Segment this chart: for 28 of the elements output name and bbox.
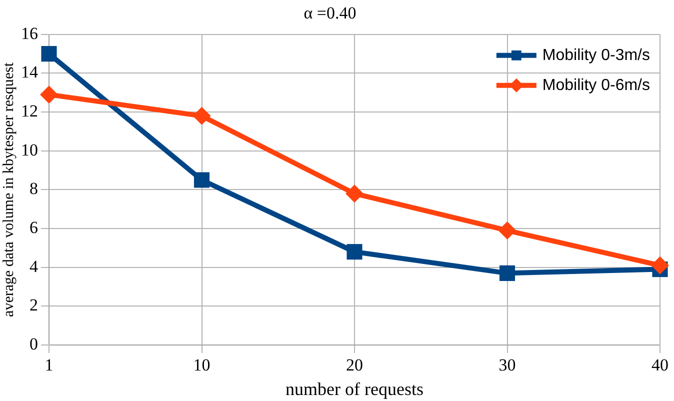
y-tick-label: 10	[21, 140, 38, 160]
legend-label: Mobility 0-6m/s	[542, 76, 650, 94]
y-axis-title: average data volume in kbytesper resquest	[0, 62, 17, 317]
x-tick-label: 20	[346, 356, 363, 375]
legend-label: Mobility 0-3m/s	[542, 46, 650, 64]
y-tick-label: 6	[30, 218, 38, 237]
chart-title: α =0.40	[304, 4, 356, 23]
x-tick-label: 10	[193, 356, 210, 375]
point	[498, 221, 516, 240]
point	[194, 172, 210, 188]
point	[346, 184, 364, 203]
point	[192, 106, 211, 125]
y-tick-label: 12	[21, 102, 38, 121]
x-axis-title: number of requests	[286, 378, 424, 399]
x-tick-label: 30	[498, 356, 516, 375]
y-tick-label: 16	[21, 24, 38, 43]
x-tick-label: 40	[652, 356, 668, 375]
y-tick-label: 2	[30, 296, 38, 315]
y-tick-label: 4	[30, 256, 38, 276]
point	[40, 86, 58, 104]
point	[346, 244, 362, 260]
x-tick-label: 1	[44, 356, 54, 375]
y-tick-label: 14	[21, 62, 38, 82]
point	[651, 256, 669, 274]
point	[499, 265, 516, 281]
point	[41, 46, 57, 62]
y-tick-label: 8	[30, 179, 38, 198]
y-tick-label: 0	[30, 334, 38, 354]
